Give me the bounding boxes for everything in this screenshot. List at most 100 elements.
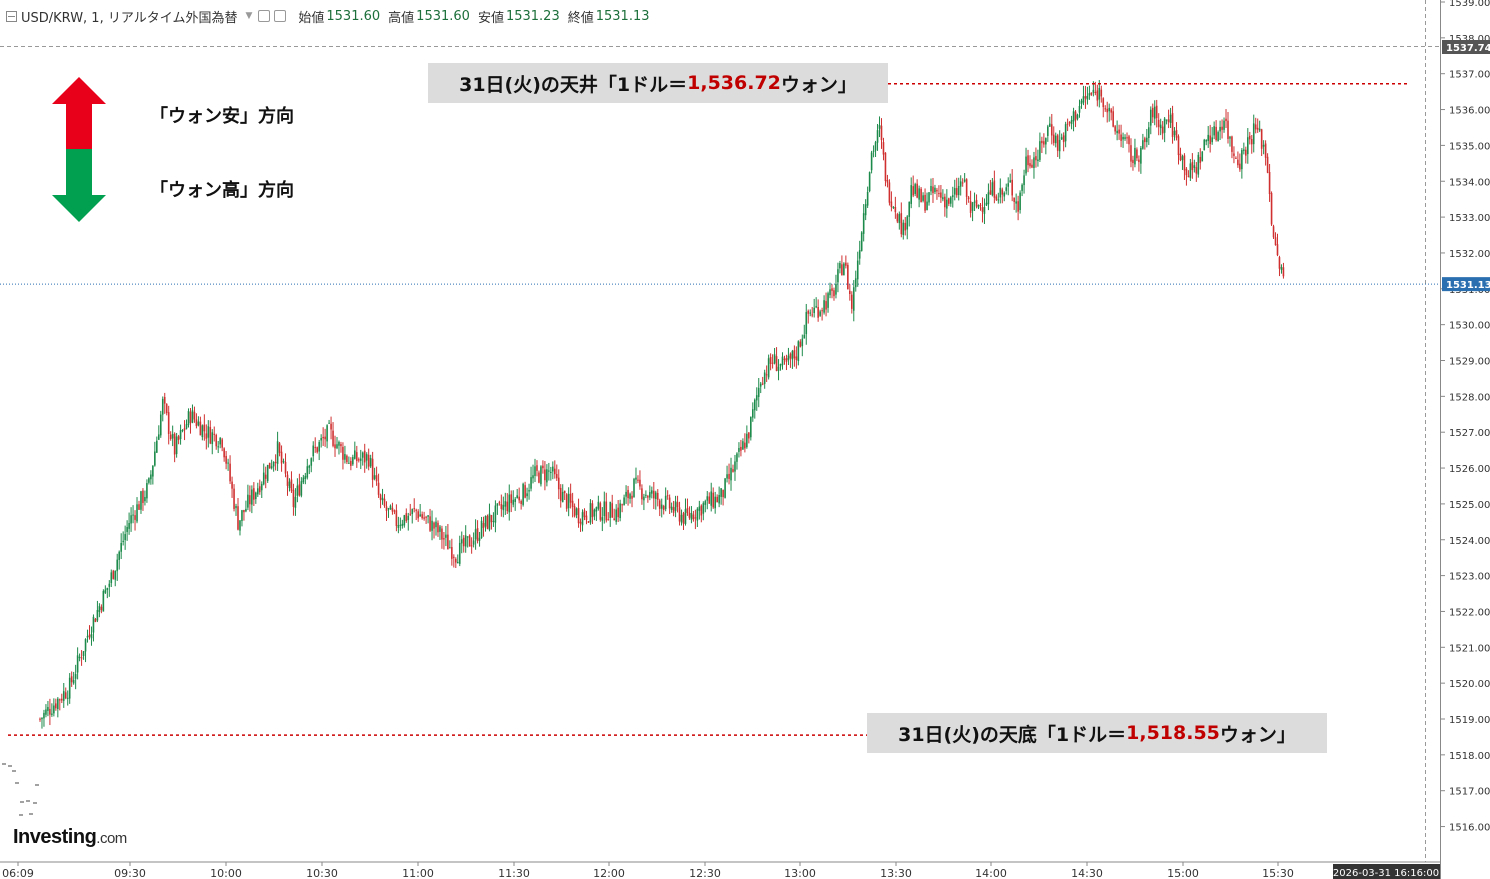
candle-body [1106,108,1109,113]
candle-body [1035,156,1037,161]
candle-body [1272,226,1275,238]
candle-body [662,506,665,510]
candle-body [397,525,400,528]
symbol-title[interactable]: USD/KRW, 1, リアルタイム外国為替 [21,10,238,26]
high-label: 高値 [388,10,415,26]
candle-body [581,512,584,526]
candle-body [732,469,734,472]
candle-body [199,421,202,436]
candle-body [318,442,320,452]
candle-body [257,488,259,495]
candle-body [1114,126,1116,132]
candle-body [120,543,122,552]
candle-body [1159,124,1162,129]
candle-body [1136,149,1138,159]
candle-body [603,501,606,517]
candle-body [948,198,950,204]
chevron-down-icon[interactable]: ▼ [245,11,253,21]
candle-body [359,458,362,461]
candle-body [185,424,188,429]
candle-body [849,290,851,295]
candle-body [961,182,964,184]
candle-body [534,466,536,476]
candle-body [1171,113,1174,137]
candle-body [538,472,540,483]
candle-body [740,446,742,451]
candle-body [1068,121,1071,124]
bottom-annotation: 31日(火)の天底「1ドル＝ 1,518.55 ウォン」 [867,713,1327,753]
candle-body [720,488,722,497]
candle-body [288,481,291,489]
candle-body [761,383,764,385]
candle-body [1197,154,1200,175]
candle-body [150,474,152,480]
candle-body [126,527,128,532]
candle-body [169,434,172,440]
candle-body [767,358,770,378]
candle-body [540,466,542,485]
candle-body [979,204,982,206]
candle-body [197,421,200,426]
candle-body [433,522,435,529]
top-annotation: 31日(火)の天井「1ドル＝ 1,536.72 ウォン」 [428,63,888,103]
candle-body [777,366,780,371]
candle-body [946,199,948,209]
settings-icon[interactable] [274,10,287,22]
candle-body [514,498,516,502]
candle-body [1031,164,1033,168]
candle-body [615,509,617,522]
candle-body [742,441,744,450]
candle-body [49,708,51,715]
candle-body [619,503,621,519]
candle-body [975,199,978,207]
candle-body [567,493,570,509]
candle-body [1177,136,1180,156]
candle-body [1142,140,1144,149]
eye-icon[interactable] [258,10,271,22]
y-tick-label: 1529.00 [1449,357,1490,368]
candle-body [286,474,289,486]
candle-body [354,450,356,459]
collapse-icon[interactable] [6,10,17,22]
candle-body [645,494,647,496]
candle-body [326,425,328,442]
candle-body [468,535,471,547]
candle-body [116,559,119,572]
candle-body [1205,139,1208,142]
candle-body [171,434,174,439]
candle-body [365,454,368,461]
open-value: 1531.60 [326,8,381,24]
candle-body [389,505,392,510]
candle-body [803,334,806,339]
candle-body [559,487,562,501]
candle-body [831,288,833,291]
candle-body [506,501,509,512]
y-tick-label: 1516.00 [1449,823,1490,834]
top-annotation-prefix: 31日(火)の天井「1ドル＝ [459,73,688,96]
candle-body [1153,106,1156,119]
candle-body [419,514,421,517]
candle-body [621,504,623,506]
candle-body [1090,92,1093,95]
candle-body [520,501,522,504]
candle-body [413,508,416,510]
candle-body [421,514,423,519]
candle-body [1003,192,1006,197]
y-tick-label: 1538.00 [1449,34,1490,45]
candle-body [987,192,990,205]
y-tick-label: 1523.00 [1449,572,1490,583]
candle-body [494,505,497,523]
logo-suffix: .com [96,830,127,847]
candle-body [64,692,67,699]
candle-body [791,351,794,360]
candle-body [381,497,384,501]
candle-body [187,411,190,425]
candle-body [1195,167,1198,174]
candle-body [593,509,596,517]
candle-body [219,437,221,445]
candle-body [209,427,212,444]
candle-body [910,185,912,204]
candle-body [1037,159,1039,162]
candle-body [1225,118,1227,122]
